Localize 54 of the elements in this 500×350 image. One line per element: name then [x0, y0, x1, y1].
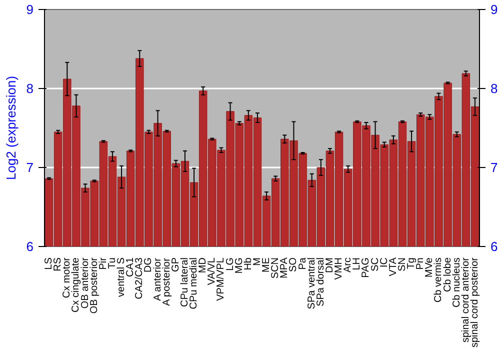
y2-tick-label: 6: [490, 239, 498, 254]
x-tick-label: SO: [288, 257, 300, 272]
x-tick-label: IC: [378, 258, 390, 268]
x-tick-label: M: [252, 257, 263, 266]
x-tick-label: A anterior: [152, 257, 164, 301]
x-tick-label: CA2/CA3: [134, 257, 146, 300]
x-tick-label: SN: [396, 257, 408, 272]
x-tick-label: CA1: [125, 257, 136, 277]
x-tick-label: VPM/VPL: [216, 257, 227, 301]
x-tick-label: VTA: [388, 257, 399, 276]
x-tick-label: LG: [224, 257, 236, 271]
x-tick-label: DG: [143, 257, 154, 272]
x-tick-label: Hb: [242, 257, 254, 270]
y2-tick-label: 7: [490, 160, 498, 175]
x-tick-label: ME: [261, 257, 272, 272]
x-tick-label: RS: [52, 257, 64, 272]
y-axis-title: Log2 (expression): [3, 76, 18, 180]
y2-tick-label: 9: [490, 2, 498, 17]
y-tick-label: 6: [26, 239, 34, 254]
x-tick-label: Arc: [342, 258, 354, 272]
x-tick-label: CPu lateral: [179, 258, 190, 307]
x-tick-label: Cx cingulate: [70, 257, 82, 313]
x-tick-label: MVe: [424, 257, 436, 278]
x-tick-label: Pa: [297, 257, 308, 270]
y-tick-label: 7: [26, 160, 34, 175]
x-tick-label: Tu: [106, 257, 118, 269]
x-tick-label: Cb vermis: [433, 257, 444, 303]
x-tick-label: OB anterior: [80, 256, 91, 309]
x-tick-label: VMH: [334, 257, 345, 280]
y-tick-label: 8: [26, 81, 34, 96]
x-tick-label: OB posterior: [88, 256, 100, 314]
x-tick-label: MG: [234, 257, 245, 274]
x-tick-label: LH: [352, 257, 363, 270]
x-tick-label: DM: [324, 257, 336, 274]
x-tick-label: Cb lobe: [442, 257, 454, 292]
y2-tick-label: 8: [490, 81, 498, 96]
x-tick-label: spinal cord posterior: [469, 256, 480, 348]
x-tick-label: CPu medial: [188, 257, 200, 310]
y-tick-label: 9: [26, 2, 34, 17]
x-tick-label: Cb nucleus: [451, 258, 462, 308]
x-tick-label: spinal cord anterior: [460, 256, 472, 343]
x-tick-label: ventral S: [116, 257, 128, 297]
x-tick-label: SC: [370, 257, 381, 272]
x-tick-label: MPA: [279, 257, 290, 278]
x-tick-label: A posterior: [161, 257, 172, 306]
x-tick-label: GP: [170, 257, 182, 272]
x-tick-label: SPa ventral: [306, 257, 318, 310]
x-tick-label: PAG: [360, 257, 372, 278]
x-tick-label: Pn: [415, 257, 426, 270]
x-tick-label: Tg: [406, 258, 418, 270]
x-tick-label: SPa dorsal: [315, 257, 326, 306]
x-tick-label: SCN: [270, 257, 282, 279]
x-tick-label: Pir: [98, 256, 109, 270]
x-tick-label: LS: [44, 257, 55, 270]
